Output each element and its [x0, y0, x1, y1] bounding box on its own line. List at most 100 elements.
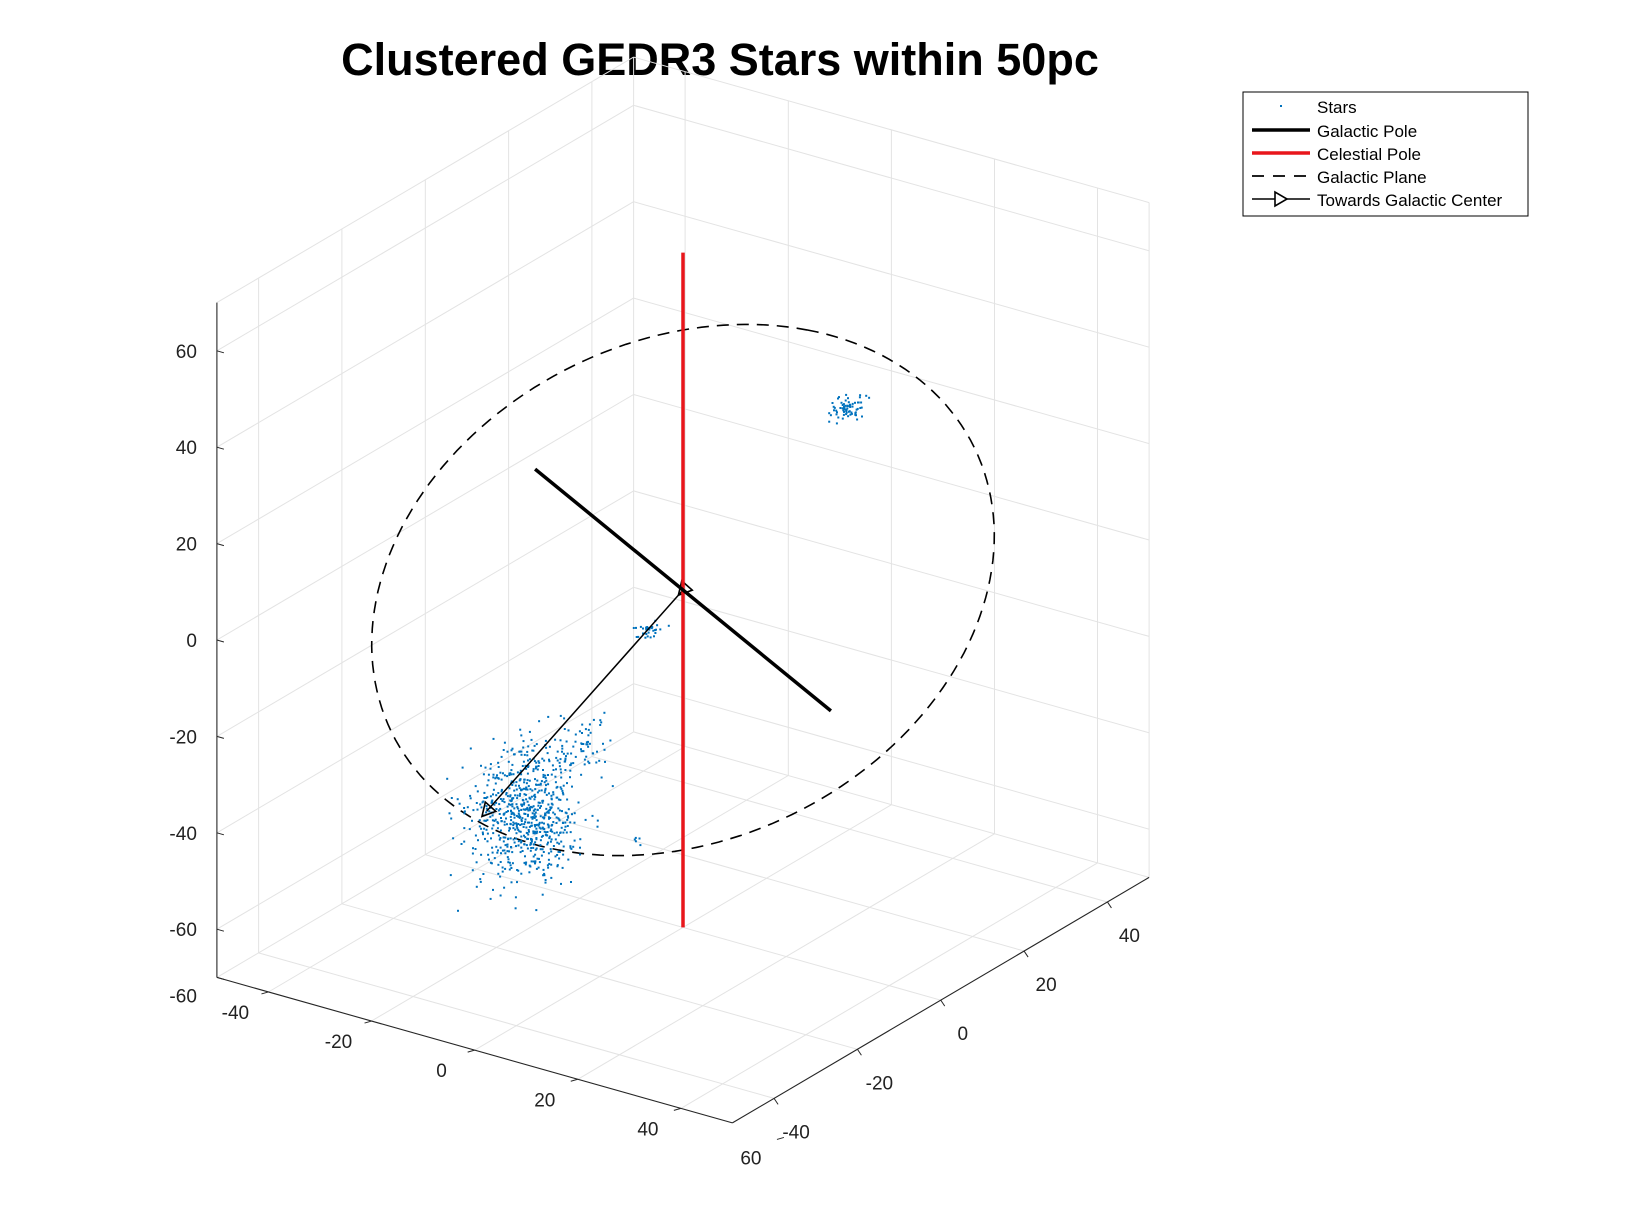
star-point — [482, 833, 484, 836]
star-point — [546, 752, 549, 755]
star-point — [503, 820, 506, 823]
star-point — [833, 409, 835, 412]
star-point — [529, 788, 532, 791]
star-point — [538, 826, 541, 829]
star-point — [560, 840, 563, 843]
star-point — [547, 826, 550, 829]
star-point — [511, 803, 514, 806]
star-point — [586, 743, 589, 746]
star-point — [468, 828, 471, 831]
star-point — [485, 805, 488, 808]
star-point — [526, 806, 529, 809]
star-point — [581, 732, 583, 734]
legend-item-towards-galactic-center: Towards Galactic Center — [1252, 190, 1503, 210]
star-point — [547, 803, 550, 806]
star-point — [573, 839, 576, 842]
star-point — [528, 825, 531, 828]
star-point — [836, 411, 838, 414]
box-edge — [216, 56, 634, 304]
galactic-plane-circle — [370, 323, 996, 857]
star-point — [570, 847, 573, 850]
star-point — [533, 794, 536, 797]
star-point — [554, 855, 557, 858]
star-point — [488, 858, 490, 861]
z-axis-tick-label: -40 — [169, 824, 196, 845]
star-point — [517, 828, 520, 831]
left-axis-tick-label: 0 — [436, 1061, 447, 1082]
star-point — [498, 838, 501, 841]
star-point — [507, 760, 510, 763]
star-point — [546, 843, 549, 846]
star-point — [540, 805, 542, 808]
star-point — [500, 788, 503, 791]
star-point — [510, 881, 513, 884]
star-point — [513, 841, 516, 844]
star-point — [516, 797, 519, 800]
star-point — [483, 827, 486, 830]
star-point — [559, 786, 562, 789]
left-axis-tick — [467, 1049, 475, 1053]
star-point — [510, 780, 513, 783]
star-point — [486, 840, 489, 843]
star-point — [536, 779, 539, 782]
star-point — [546, 831, 549, 833]
gridline-back-wall-horizontal — [633, 297, 1150, 445]
star-point — [458, 802, 461, 805]
star-point — [556, 759, 559, 762]
star-point — [526, 800, 529, 803]
star-point — [510, 769, 513, 772]
star-point — [639, 844, 642, 847]
star-point — [530, 821, 533, 824]
star-point — [831, 402, 834, 404]
star-point — [649, 636, 652, 639]
star-point — [504, 844, 507, 847]
right-axis-tick-label: -20 — [866, 1073, 893, 1094]
star-point — [482, 800, 485, 803]
star-point — [562, 845, 565, 848]
star-point — [529, 806, 532, 809]
star-point — [832, 405, 835, 408]
legend[interactable]: Stars Galactic Pole Celestial Pole Galac… — [1242, 91, 1529, 217]
star-point — [564, 825, 567, 828]
star-point — [510, 809, 512, 812]
star-point — [514, 828, 517, 831]
star-point — [515, 823, 518, 826]
star-point — [499, 861, 502, 863]
star-point — [574, 733, 577, 736]
star-point — [520, 753, 523, 756]
star-point — [524, 863, 527, 866]
star-point — [521, 765, 524, 767]
star-point — [532, 749, 535, 752]
gridline-left-wall-horizontal — [216, 297, 634, 545]
chart-title: Clustered GEDR3 Stars within 50pc — [341, 34, 1099, 85]
star-point — [857, 401, 860, 404]
star-point — [552, 811, 555, 814]
star-point — [463, 827, 466, 830]
star-point — [571, 813, 573, 816]
star-point — [516, 805, 519, 808]
star-point — [483, 819, 486, 822]
star-point — [492, 824, 495, 827]
star-point — [539, 783, 542, 786]
star-point — [549, 848, 552, 851]
star-point — [496, 827, 499, 830]
star-point — [508, 787, 511, 790]
star-point — [843, 410, 845, 413]
star-point — [521, 798, 524, 801]
star-point — [502, 840, 505, 843]
star-point — [549, 830, 552, 832]
star-point — [639, 625, 642, 628]
star-point — [495, 801, 498, 804]
star-point — [520, 846, 523, 849]
star-point — [840, 401, 843, 404]
star-point — [559, 714, 562, 717]
star-point — [525, 826, 528, 829]
star-point — [854, 401, 856, 404]
star-point — [463, 807, 466, 809]
star-point — [611, 785, 614, 788]
star-point — [548, 816, 550, 819]
star-point — [516, 807, 519, 810]
star-point — [561, 810, 563, 813]
star-point — [526, 750, 529, 753]
